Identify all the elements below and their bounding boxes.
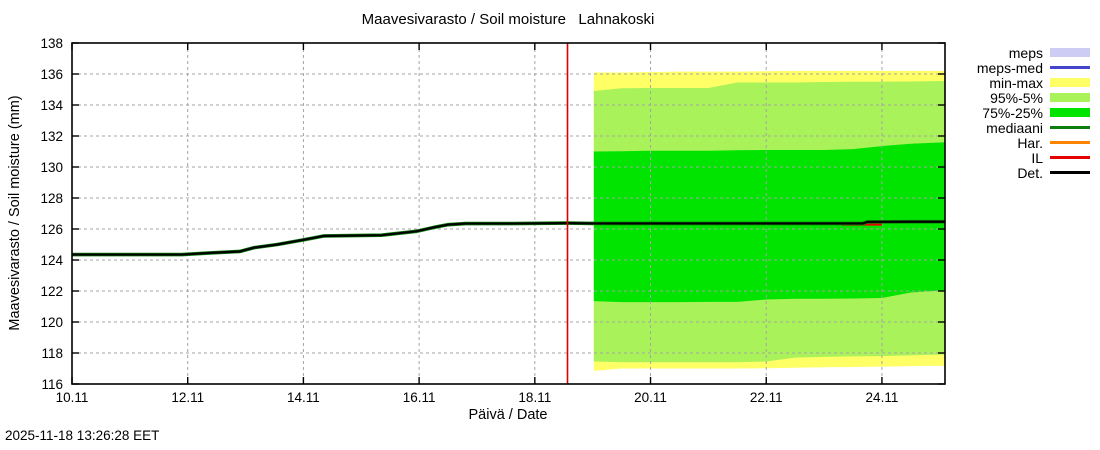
legend-item-95-5-: 95%-5% (880, 89, 1090, 106)
y-tick-label: 128 (40, 191, 63, 206)
legend-swatch-line (1050, 66, 1090, 69)
legend-label: Har. (1017, 134, 1043, 151)
x-tick-label: 20.11 (634, 390, 667, 405)
legend-item-75-25-: 75%-25% (880, 104, 1090, 121)
y-tick-label: 138 (40, 36, 63, 51)
legend-item-mediaani: mediaani (880, 119, 1090, 136)
legend-item-meps-med: meps-med (880, 59, 1090, 76)
timestamp: 2025-11-18 13:26:28 EET (5, 428, 160, 443)
legend-swatch-band (1050, 78, 1090, 87)
y-tick-label: 130 (40, 160, 63, 175)
legend-label: Det. (1017, 164, 1043, 181)
y-tick-label: 134 (40, 98, 63, 113)
y-tick-label: 120 (40, 315, 63, 330)
x-tick-label: 10.11 (56, 390, 89, 405)
x-tick-label: 16.11 (403, 390, 436, 405)
legend-swatch-band (1050, 48, 1090, 57)
x-tick-label: 14.11 (287, 390, 320, 405)
legend-label: meps-med (976, 59, 1043, 76)
plot-border (71, 42, 946, 385)
legend-item-har-: Har. (880, 134, 1090, 151)
legend-label: 95%-5% (990, 89, 1043, 106)
legend-swatch-line (1050, 141, 1090, 144)
det-line (72, 220, 945, 256)
legend-swatch-line (1050, 156, 1090, 159)
legend-swatch-line (1050, 171, 1090, 174)
x-tick-label: 22.11 (750, 390, 783, 405)
legend-swatch-band (1050, 93, 1090, 102)
y-tick-label: 122 (40, 284, 63, 299)
legend-label: mediaani (986, 119, 1043, 136)
x-axis-label: Päivä / Date (468, 407, 548, 423)
y-tick-label: 118 (41, 346, 63, 361)
y-tick-label: 124 (40, 253, 63, 268)
legend-item-min-max: min-max (880, 74, 1090, 91)
legend-item-il: IL (880, 149, 1090, 166)
legend-label: IL (1031, 149, 1043, 166)
x-tick-label: 18.11 (518, 390, 551, 405)
legend-item-meps: meps (880, 44, 1090, 61)
legend-item-det-: Det. (880, 164, 1090, 181)
legend-swatch-band (1050, 108, 1090, 117)
x-tick-label: 12.11 (171, 390, 204, 405)
chart-title: Maavesivarasto / Soil moisture Lahnakosk… (361, 11, 655, 28)
legend-label: 75%-25% (982, 104, 1043, 121)
y-tick-label: 132 (40, 129, 63, 144)
y-tick-label: 126 (40, 222, 63, 237)
legend: meps meps-med min-max 95%-5% 75%-25% mediaani… (880, 44, 1090, 181)
x-tick-label: 24.11 (866, 390, 899, 405)
legend-swatch-line (1050, 126, 1090, 129)
legend-label: min-max (989, 74, 1043, 91)
y-tick-label: 136 (40, 67, 63, 82)
legend-label: meps (1008, 44, 1043, 61)
y-tick-label: 116 (41, 377, 63, 392)
